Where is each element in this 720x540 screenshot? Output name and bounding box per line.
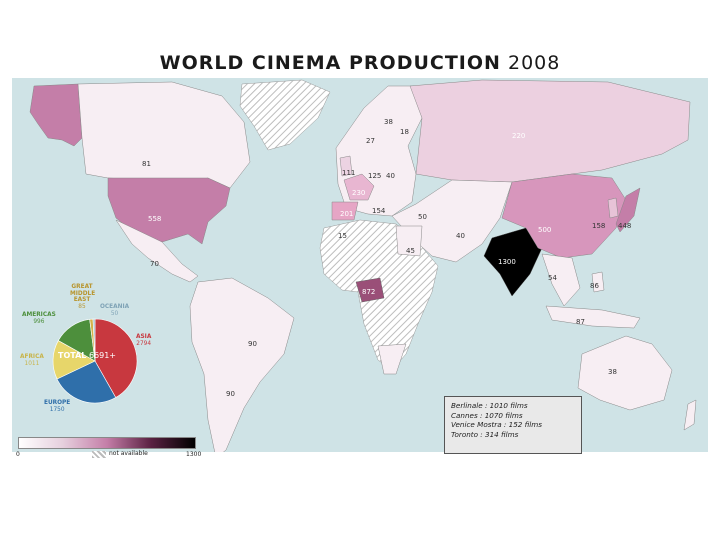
not-available-label: not available — [109, 450, 148, 457]
pie-label-oceania-name: OCEANIA — [100, 304, 130, 310]
south-america — [189, 277, 295, 459]
label-france: 230 — [352, 189, 366, 197]
china — [501, 173, 627, 259]
label-egypt: 45 — [406, 247, 415, 255]
label-uk: 111 — [342, 169, 356, 177]
alaska — [29, 83, 83, 147]
map-canvas — [12, 79, 708, 466]
map-title: WORLD CINEMA PRODUCTION 2008 — [0, 52, 720, 74]
france — [343, 173, 375, 201]
korea — [607, 197, 619, 219]
color-scale-bar — [18, 437, 196, 449]
japan — [615, 187, 641, 233]
label-india: 1300 — [498, 258, 516, 266]
philippines — [591, 271, 605, 293]
label-turkey: 50 — [418, 213, 427, 221]
title-year: 2008 — [507, 52, 561, 74]
label-usa: 558 — [148, 215, 162, 223]
pie-total-value: 6691+ — [88, 351, 116, 360]
festival-berlinale: Berlinale : 1010 films — [451, 401, 528, 410]
label-nigeria: 872 — [362, 288, 376, 296]
label-russia: 220 — [512, 132, 526, 140]
pie-label-oceania: OCEANIA 50 — [100, 304, 129, 317]
pie-label-europe: EUROPE 1750 — [44, 400, 70, 413]
label-indonesia: 87 — [576, 318, 585, 326]
not-available-swatch — [92, 451, 106, 458]
pie-label-oceania-value: 50 — [110, 310, 119, 317]
scale-min-label: 0 — [16, 451, 20, 458]
mexico — [115, 219, 199, 283]
label-mexico: 70 — [150, 260, 159, 268]
label-canada: 81 — [142, 160, 151, 168]
pie-label-asia: ASIA 2794 — [136, 334, 151, 347]
scale-max-label: 1300 — [186, 451, 202, 458]
pie-label-americas-value: 996 — [33, 318, 45, 325]
label-australia: 38 — [608, 368, 617, 376]
canada — [77, 81, 251, 189]
label-italy: 154 — [372, 207, 386, 215]
festival-toronto: Toronto : 314 films — [451, 429, 519, 439]
nigeria — [355, 277, 385, 303]
festival-venice: Venice Mostra : 152 films — [451, 420, 543, 430]
pie-slice-europe — [56, 360, 117, 404]
pie-label-middle-east-name: GREAT MIDDLE EAST — [70, 284, 96, 303]
new-zealand — [683, 399, 697, 431]
world-map: 81 558 70 90 90 111 230 201 125 154 40 2… — [12, 78, 708, 466]
label-finland: 18 — [400, 128, 409, 136]
label-norway: 27 — [366, 137, 375, 145]
southeast-asia — [541, 253, 581, 307]
usa — [107, 177, 231, 245]
production-pie — [50, 316, 140, 406]
label-iran: 40 — [456, 232, 465, 240]
label-sweden: 38 — [384, 118, 393, 126]
pie-label-asia-name: ASIA — [136, 334, 152, 340]
label-brazil: 90 — [248, 340, 257, 348]
label-japan: 448 — [618, 222, 632, 230]
label-philippines: 86 — [590, 282, 599, 290]
label-germany: 125 — [368, 172, 382, 180]
pie-label-asia-value: 2794 — [136, 340, 152, 347]
festivals-box: Berlinale : 1010 films Cannes : 1070 fil… — [444, 396, 582, 454]
label-thailand: 54 — [548, 274, 557, 282]
australia — [577, 335, 673, 411]
antarctica — [12, 452, 708, 466]
label-poland: 40 — [386, 172, 395, 180]
pie-label-americas-name: AMERICAS — [22, 312, 56, 318]
greenland — [239, 79, 331, 151]
pie-label-africa-value: 1011 — [24, 360, 40, 367]
festival-cannes: Cannes : 1070 films — [451, 410, 523, 420]
pie-label-middle-east-value: 85 — [78, 303, 86, 310]
south-africa — [377, 343, 407, 375]
pie-total-label: TOTAL — [58, 351, 87, 360]
label-spain: 201 — [340, 210, 354, 218]
russia — [409, 79, 691, 183]
indonesia — [545, 305, 641, 329]
label-korea: 158 — [592, 222, 606, 230]
label-argentina: 90 — [226, 390, 235, 398]
uk — [339, 155, 353, 177]
pie-slice-asia — [94, 318, 138, 398]
pie-label-europe-name: EUROPE — [44, 400, 71, 406]
pie-label-middle-east: GREAT MIDDLE EAST 85 — [70, 284, 96, 310]
spain — [331, 201, 359, 221]
pie-label-europe-value: 1750 — [49, 406, 65, 413]
pie-total: TOTAL 6691+ — [58, 351, 116, 360]
label-china: 500 — [538, 226, 552, 234]
pie-slice-oceania — [92, 318, 96, 362]
pie-label-africa-name: AFRICA — [20, 354, 44, 360]
egypt — [395, 225, 423, 257]
pie-canvas — [52, 318, 138, 404]
pie-label-africa: AFRICA 1011 — [20, 354, 44, 367]
label-morocco: 15 — [338, 232, 347, 240]
pie-label-americas: AMERICAS 996 — [22, 312, 56, 325]
title-main: WORLD CINEMA PRODUCTION — [159, 52, 501, 74]
